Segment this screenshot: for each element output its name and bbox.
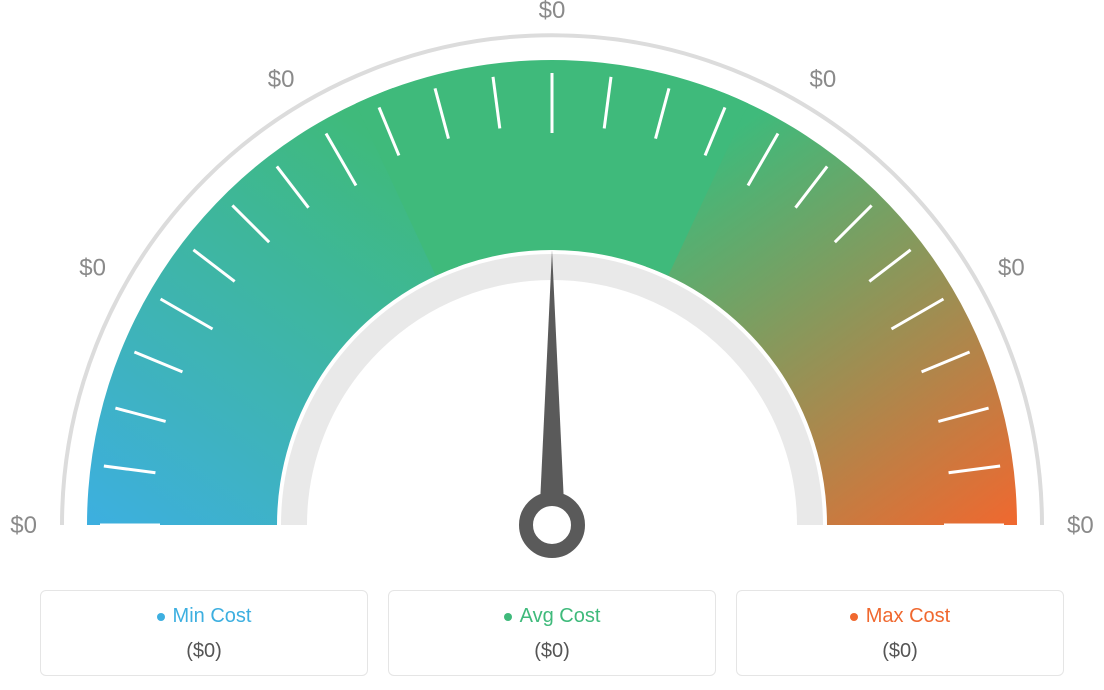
legend-card-max: Max Cost ($0) (736, 590, 1064, 676)
legend-text-avg: Avg Cost (520, 605, 601, 628)
gauge-needle-hub (526, 499, 578, 551)
legend-row: Min Cost ($0) Avg Cost ($0) Max Cost ($0… (40, 590, 1064, 676)
legend-label-max: Max Cost (850, 605, 950, 628)
gauge-scale-label: $0 (79, 255, 106, 282)
gauge-scale-label: $0 (1067, 512, 1094, 539)
dot-icon (504, 613, 512, 621)
legend-text-max: Max Cost (866, 605, 950, 628)
dot-icon (850, 613, 858, 621)
legend-value-min: ($0) (51, 640, 357, 663)
gauge-svg: $0 $0 $0 $0 $0 $0 $0 (0, 0, 1104, 560)
dot-icon (157, 613, 165, 621)
gauge-chart: $0 $0 $0 $0 $0 $0 $0 (0, 0, 1104, 560)
legend-label-min: Min Cost (157, 605, 252, 628)
gauge-scale-label: $0 (539, 0, 566, 24)
legend-value-max: ($0) (747, 640, 1053, 663)
legend-label-avg: Avg Cost (504, 605, 601, 628)
legend-value-avg: ($0) (399, 640, 705, 663)
legend-text-min: Min Cost (173, 605, 252, 628)
gauge-scale-label: $0 (268, 66, 295, 93)
gauge-needle (539, 250, 565, 525)
gauge-scale-label: $0 (998, 255, 1025, 282)
legend-card-min: Min Cost ($0) (40, 590, 368, 676)
gauge-scale-label: $0 (810, 66, 837, 93)
gauge-scale-label: $0 (10, 512, 37, 539)
legend-card-avg: Avg Cost ($0) (388, 590, 716, 676)
